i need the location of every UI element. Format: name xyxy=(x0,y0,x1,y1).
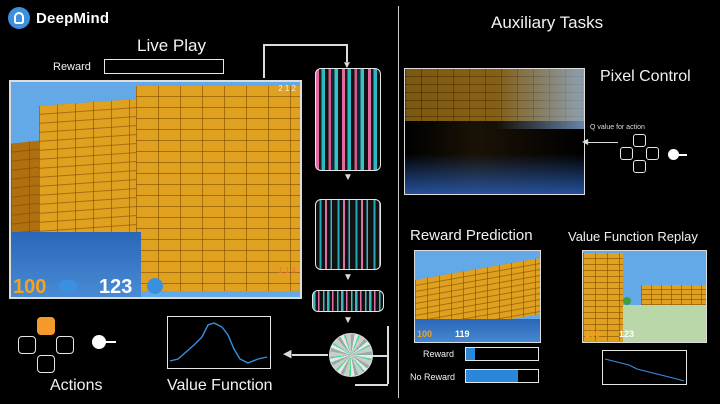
pixel-control-floor xyxy=(405,154,584,194)
conv-layer-3 xyxy=(312,290,384,312)
reward-bar xyxy=(465,347,539,361)
game-wall-right xyxy=(136,86,300,291)
arrow-line xyxy=(263,44,347,46)
brand-name: DeepMind xyxy=(36,9,110,27)
arrow-line xyxy=(372,355,388,357)
vr-object xyxy=(623,297,631,305)
reward-meter xyxy=(104,59,224,74)
arrow-icon: ▼ xyxy=(343,272,353,283)
armor-icon xyxy=(59,280,77,292)
hud-corner-bottom: 1 1 4 xyxy=(278,266,296,275)
arrow-line xyxy=(263,44,265,78)
auxiliary-tasks-title: Auxiliary Tasks xyxy=(491,13,604,32)
ammo-icon xyxy=(147,278,163,294)
hud-ammo: 123 xyxy=(99,276,133,298)
no-reward-bar-fill xyxy=(466,370,518,382)
arrow-line xyxy=(588,142,618,143)
no-reward-bar-label: No Reward xyxy=(410,372,456,382)
arrow-line xyxy=(355,384,388,386)
vr-wall-left xyxy=(583,253,623,341)
vr-floor xyxy=(623,305,706,342)
arrow-icon: ▼ xyxy=(343,315,353,326)
joystick-stick xyxy=(678,154,687,156)
joystick-stick xyxy=(104,341,116,343)
arrow-icon: ▼ xyxy=(342,60,352,71)
value-replay-view: 100 123 xyxy=(582,250,707,343)
rp-hud-health: 100 xyxy=(417,329,433,339)
live-play-game-view: 2 1 2 1 1 4 100 123 xyxy=(9,80,302,299)
lstm-core xyxy=(329,333,373,377)
pixel-control-title: Pixel Control xyxy=(600,68,691,85)
hud-corner-top: 2 1 2 xyxy=(278,84,296,93)
hud-health: 100 xyxy=(13,276,47,298)
vr-hud-ammo: 123 xyxy=(619,329,635,339)
arrow-icon: ▼ xyxy=(343,172,353,183)
pixel-control-sky xyxy=(494,69,584,129)
vr-hud-health: 100 xyxy=(585,329,601,339)
reward-prediction-view: 100 119 xyxy=(414,250,541,343)
reward-bar-fill xyxy=(466,348,475,360)
section-divider xyxy=(398,6,399,398)
deepmind-logo: DeepMind xyxy=(8,7,109,29)
joystick-icon xyxy=(92,335,106,349)
value-function-curve xyxy=(169,322,268,364)
arrow-line xyxy=(292,354,328,356)
actions-label: Actions xyxy=(50,377,103,394)
reward-prediction-title: Reward Prediction xyxy=(410,227,533,244)
reward-label: Reward xyxy=(53,61,91,73)
joystick-icon xyxy=(668,149,679,160)
rp-floor xyxy=(415,319,540,342)
value-function-label: Value Function xyxy=(167,377,273,394)
arrow-icon: ◀ xyxy=(582,137,589,146)
deepmind-logo-icon xyxy=(8,7,30,29)
no-reward-bar xyxy=(465,369,539,383)
q-value-label: Q value for action xyxy=(590,124,645,131)
arrow-line xyxy=(387,326,389,384)
dpad-icon xyxy=(18,317,74,373)
value-replay-plot xyxy=(602,350,687,385)
value-replay-title: Value Function Replay xyxy=(568,229,698,244)
arrow-icon: ◀ xyxy=(283,348,292,360)
vr-wall-right xyxy=(641,285,706,307)
live-play-title: Live Play xyxy=(137,36,206,55)
value-function-plot xyxy=(167,316,271,369)
arrow-line xyxy=(346,44,348,62)
value-replay-curve xyxy=(604,358,685,382)
conv-layer-1 xyxy=(315,68,381,171)
rp-hud-ammo: 119 xyxy=(455,329,470,339)
dpad-icon xyxy=(620,134,660,174)
conv-layer-2 xyxy=(315,199,381,270)
pixel-control-view xyxy=(404,68,585,195)
reward-bar-label: Reward xyxy=(423,349,455,359)
